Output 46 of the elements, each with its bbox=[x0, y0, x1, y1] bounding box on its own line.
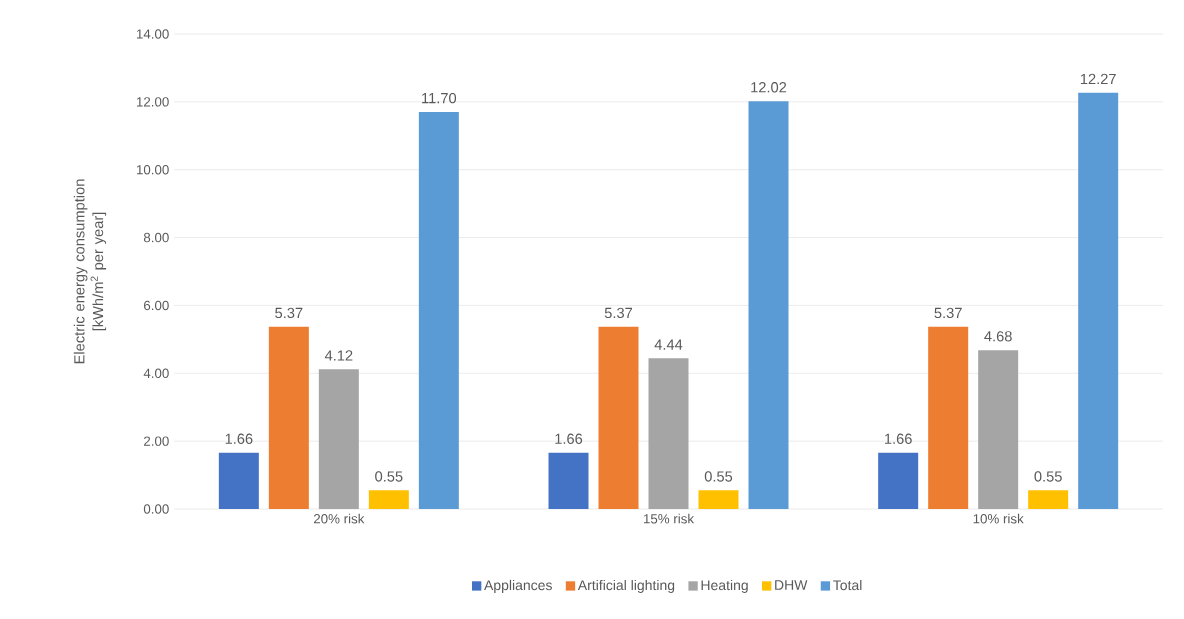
data-label: 1.66 bbox=[225, 433, 253, 444]
bar bbox=[648, 358, 689, 509]
legend-label: Total bbox=[833, 579, 862, 591]
legend-label: Artificial lighting bbox=[577, 579, 675, 593]
bar bbox=[928, 326, 969, 509]
legend-label: Appliances bbox=[484, 579, 552, 593]
y-tick-label: 4.00 bbox=[143, 368, 169, 378]
y-tick-label: 6.00 bbox=[144, 300, 169, 311]
bar bbox=[698, 490, 739, 509]
data-label: 0.55 bbox=[375, 471, 403, 482]
data-label: 12.02 bbox=[751, 82, 787, 93]
legend-label: DHW bbox=[775, 580, 808, 590]
data-label: 4.44 bbox=[654, 339, 683, 350]
y-tick-label: 0.00 bbox=[143, 504, 169, 514]
bar bbox=[748, 101, 789, 509]
data-label: 0.55 bbox=[704, 471, 733, 482]
bar bbox=[878, 452, 919, 509]
legend-label: Heating bbox=[701, 579, 748, 593]
x-tick-label: 20% risk bbox=[313, 513, 365, 524]
data-label: 1.66 bbox=[885, 433, 912, 444]
x-tick-label: 15% risk bbox=[643, 513, 695, 524]
bar bbox=[1028, 490, 1069, 509]
bar bbox=[268, 326, 309, 509]
y-tick-label: 8.00 bbox=[143, 232, 169, 243]
bar bbox=[418, 112, 459, 509]
bar bbox=[548, 452, 589, 509]
data-label: 4.12 bbox=[324, 350, 353, 361]
y-tick-label: 10.00 bbox=[136, 165, 169, 175]
y-tick-label: 12.00 bbox=[136, 97, 169, 107]
data-label: 0.55 bbox=[1034, 471, 1062, 482]
bar bbox=[368, 490, 409, 509]
bar bbox=[1078, 92, 1119, 509]
data-label: 5.37 bbox=[604, 307, 633, 319]
y-tick-label: 2.00 bbox=[144, 436, 169, 446]
x-tick-label: 10% risk bbox=[973, 513, 1024, 524]
bar bbox=[318, 369, 359, 509]
data-label: 1.66 bbox=[555, 433, 583, 444]
data-label: 5.37 bbox=[275, 307, 303, 319]
data-label: 11.70 bbox=[422, 92, 457, 104]
bar bbox=[218, 452, 259, 509]
y-tick-label: 14.00 bbox=[136, 29, 169, 39]
data-label: 12.27 bbox=[1080, 73, 1116, 84]
bar bbox=[978, 350, 1019, 509]
data-label: 5.37 bbox=[934, 307, 962, 319]
bar bbox=[598, 326, 639, 509]
data-label: 4.68 bbox=[984, 331, 1012, 342]
